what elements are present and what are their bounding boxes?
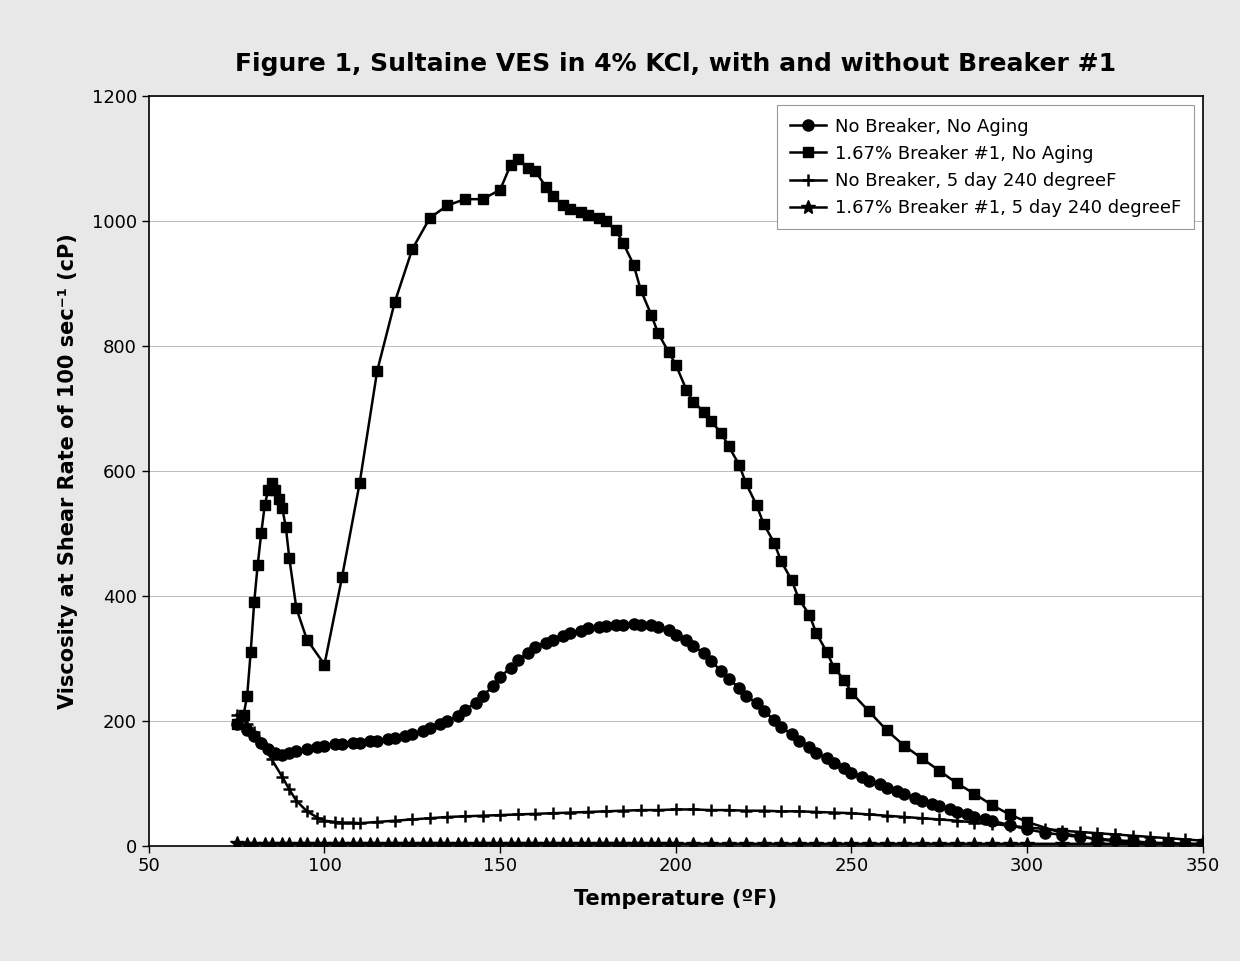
No Breaker, 5 day 240 degreeF	[1178, 833, 1193, 846]
Line: No Breaker, 5 day 240 degreeF: No Breaker, 5 day 240 degreeF	[231, 708, 1209, 847]
Line: No Breaker, No Aging: No Breaker, No Aging	[231, 618, 1208, 850]
No Breaker, 5 day 240 degreeF	[440, 811, 455, 823]
X-axis label: Temperature (ºF): Temperature (ºF)	[574, 889, 777, 909]
1.67% Breaker #1, 5 day 240 degreeF	[1195, 838, 1210, 850]
No Breaker, No Aging	[626, 618, 641, 629]
No Breaker, No Aging	[387, 732, 402, 744]
1.67% Breaker #1, No Aging	[784, 575, 799, 586]
1.67% Breaker #1, 5 day 240 degreeF	[299, 838, 314, 850]
No Breaker, No Aging	[1125, 835, 1140, 847]
No Breaker, 5 day 240 degreeF	[651, 804, 666, 816]
1.67% Breaker #1, No Aging	[250, 559, 265, 571]
1.67% Breaker #1, No Aging	[511, 153, 526, 164]
No Breaker, 5 day 240 degreeF	[229, 709, 244, 721]
No Breaker, 5 day 240 degreeF	[616, 805, 631, 817]
1.67% Breaker #1, 5 day 240 degreeF	[862, 838, 877, 850]
1.67% Breaker #1, 5 day 240 degreeF	[686, 838, 701, 850]
Line: 1.67% Breaker #1, No Aging: 1.67% Breaker #1, No Aging	[232, 154, 1208, 850]
1.67% Breaker #1, 5 day 240 degreeF	[467, 838, 482, 850]
No Breaker, 5 day 240 degreeF	[862, 809, 877, 821]
1.67% Breaker #1, No Aging	[229, 718, 244, 729]
1.67% Breaker #1, No Aging	[275, 503, 290, 514]
1.67% Breaker #1, 5 day 240 degreeF	[239, 838, 254, 850]
No Breaker, 5 day 240 degreeF	[1195, 835, 1210, 847]
No Breaker, No Aging	[229, 718, 244, 729]
Y-axis label: Viscosity at Shear Rate of 100 sec⁻¹ (cP): Viscosity at Shear Rate of 100 sec⁻¹ (cP…	[58, 233, 78, 709]
No Breaker, 5 day 240 degreeF	[404, 814, 419, 825]
Line: 1.67% Breaker #1, 5 day 240 degreeF: 1.67% Breaker #1, 5 day 240 degreeF	[229, 836, 1210, 850]
1.67% Breaker #1, 5 day 240 degreeF	[661, 838, 676, 850]
No Breaker, No Aging	[680, 634, 694, 646]
Legend: No Breaker, No Aging, 1.67% Breaker #1, No Aging, No Breaker, 5 day 240 degreeF,: No Breaker, No Aging, 1.67% Breaker #1, …	[777, 105, 1194, 230]
Title: Figure 1, Sultaine VES in 4% KCl, with and without Breaker #1: Figure 1, Sultaine VES in 4% KCl, with a…	[236, 52, 1116, 76]
No Breaker, No Aging	[1073, 831, 1087, 843]
1.67% Breaker #1, No Aging	[317, 659, 332, 671]
1.67% Breaker #1, No Aging	[697, 406, 712, 417]
No Breaker, No Aging	[1195, 839, 1210, 850]
1.67% Breaker #1, No Aging	[827, 662, 842, 674]
1.67% Breaker #1, 5 day 240 degreeF	[229, 837, 244, 849]
1.67% Breaker #1, 5 day 240 degreeF	[580, 838, 595, 850]
1.67% Breaker #1, No Aging	[1195, 839, 1210, 850]
No Breaker, No Aging	[423, 723, 438, 734]
No Breaker, No Aging	[749, 698, 764, 709]
